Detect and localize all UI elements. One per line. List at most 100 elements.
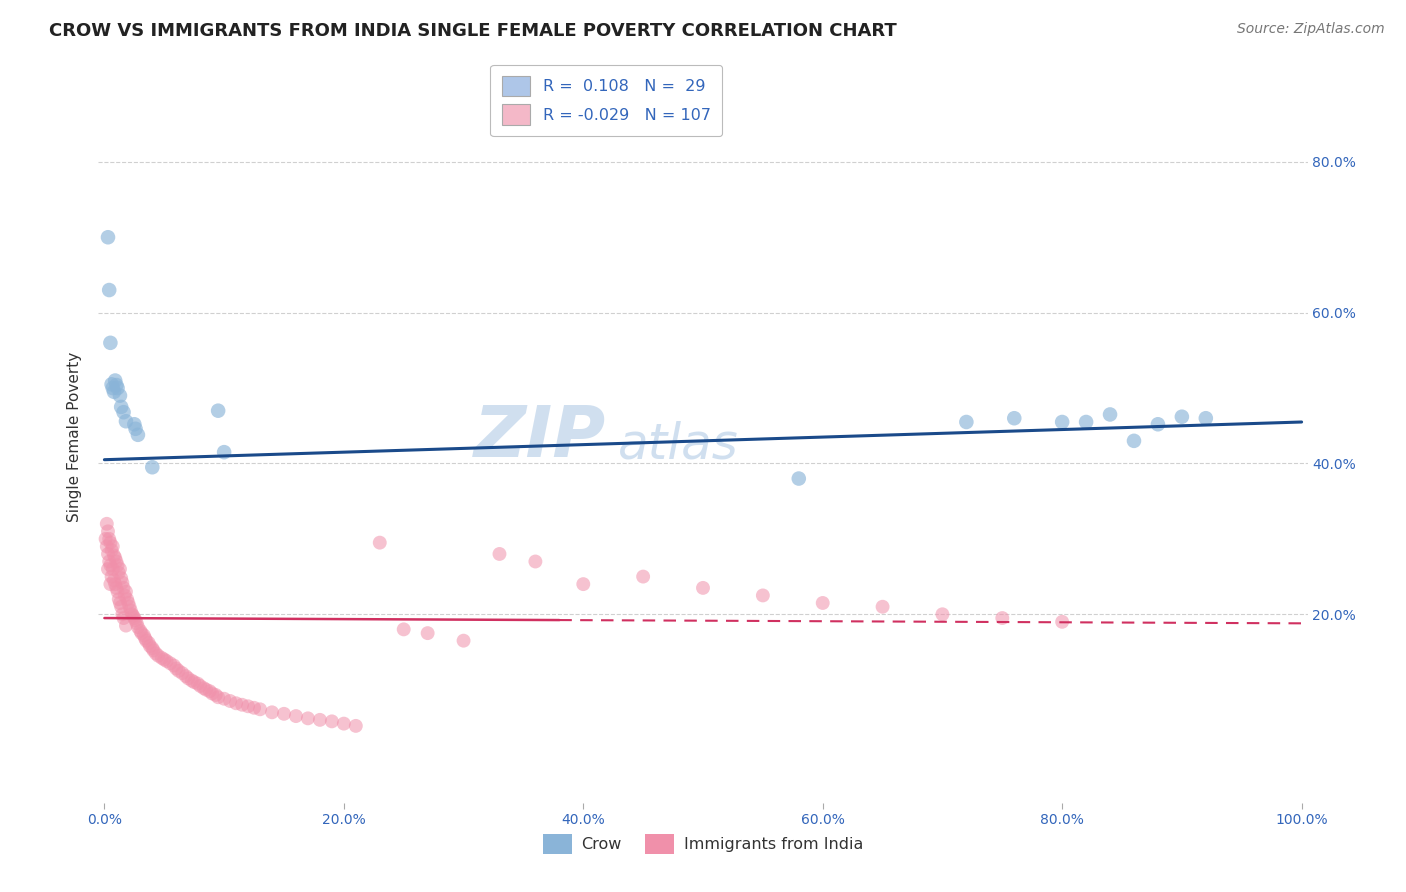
Point [249, 702, 271, 716]
Point [107, 558, 129, 573]
Point [131, 626, 153, 640]
Point [101, 381, 124, 395]
Point [524, 554, 547, 568]
Point [231, 698, 253, 712]
Point [572, 577, 595, 591]
Point [138, 636, 160, 650]
Point [453, 633, 475, 648]
Point [122, 608, 145, 623]
Point [103, 549, 125, 563]
Point [195, 682, 218, 697]
Point [105, 554, 128, 568]
Point [219, 694, 242, 708]
Point [97, 562, 120, 576]
Legend: Crow, Immigrants from India: Crow, Immigrants from India [537, 828, 869, 861]
Point [193, 681, 215, 696]
Point [115, 584, 138, 599]
Point [148, 648, 170, 663]
Point [141, 641, 163, 656]
Point [94, 532, 117, 546]
Point [167, 664, 190, 678]
Point [101, 540, 124, 554]
Point [1147, 417, 1170, 432]
Point [132, 628, 155, 642]
Point [172, 666, 194, 681]
Point [177, 672, 200, 686]
Point [115, 618, 138, 632]
Point [112, 405, 135, 419]
Point [207, 690, 229, 705]
Y-axis label: Single Female Poverty: Single Female Poverty [67, 352, 83, 522]
Point [1171, 409, 1194, 424]
Point [112, 611, 135, 625]
Point [153, 652, 176, 666]
Point [333, 716, 356, 731]
Point [103, 574, 125, 588]
Point [104, 374, 127, 388]
Point [111, 575, 134, 590]
Point [225, 696, 247, 710]
Point [180, 673, 202, 688]
Point [752, 589, 775, 603]
Point [97, 230, 120, 244]
Point [134, 632, 156, 646]
Point [321, 714, 343, 729]
Point [105, 378, 128, 392]
Point [488, 547, 510, 561]
Point [183, 675, 205, 690]
Point [392, 623, 415, 637]
Point [115, 414, 138, 428]
Point [100, 377, 122, 392]
Point [297, 711, 319, 725]
Point [991, 611, 1014, 625]
Point [97, 547, 120, 561]
Point [692, 581, 714, 595]
Point [260, 706, 283, 720]
Point [150, 651, 173, 665]
Point [121, 607, 143, 622]
Point [207, 403, 229, 417]
Point [1050, 415, 1073, 429]
Point [135, 633, 157, 648]
Point [198, 684, 221, 698]
Point [108, 389, 131, 403]
Point [103, 384, 125, 399]
Point [188, 679, 211, 693]
Point [236, 699, 259, 714]
Point [96, 540, 118, 554]
Point [1002, 411, 1025, 425]
Point [931, 607, 953, 622]
Point [98, 532, 121, 546]
Point [1074, 415, 1097, 429]
Point [104, 577, 127, 591]
Point [112, 581, 135, 595]
Point [120, 603, 142, 617]
Point [156, 654, 179, 668]
Point [243, 700, 266, 714]
Point [110, 400, 132, 414]
Point [117, 596, 139, 610]
Point [201, 686, 224, 700]
Point [107, 566, 129, 580]
Text: atlas: atlas [619, 420, 740, 468]
Point [159, 657, 181, 671]
Point [107, 592, 129, 607]
Text: Source: ZipAtlas.com: Source: ZipAtlas.com [1237, 22, 1385, 37]
Point [107, 584, 129, 599]
Point [100, 558, 122, 573]
Point [124, 422, 146, 436]
Point [811, 596, 834, 610]
Point [174, 669, 197, 683]
Point [100, 577, 122, 591]
Point [98, 554, 121, 568]
Point [163, 658, 186, 673]
Point [100, 569, 122, 583]
Point [125, 616, 148, 631]
Point [100, 543, 122, 558]
Point [124, 417, 146, 432]
Point [145, 647, 167, 661]
Point [141, 460, 163, 475]
Text: ZIP: ZIP [474, 402, 606, 472]
Point [124, 611, 146, 625]
Point [98, 283, 121, 297]
